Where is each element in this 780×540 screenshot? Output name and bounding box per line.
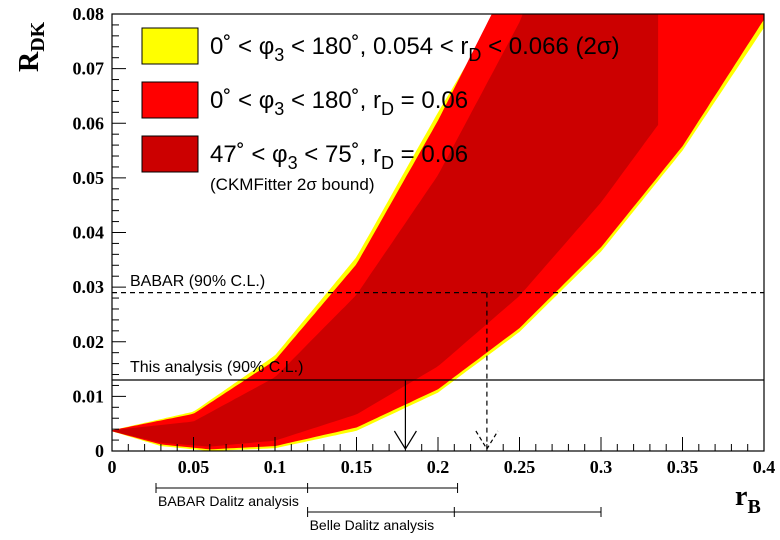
- y-tick-label: 0.06: [73, 113, 105, 133]
- x-tick-label: 0.05: [178, 457, 210, 477]
- x-axis-title-main: r: [735, 481, 747, 512]
- y-axis-title-main: R: [14, 51, 45, 72]
- x-tick-label: 0.35: [667, 457, 699, 477]
- y-tick-label: 0.08: [73, 4, 105, 24]
- axis-ticks: 0 0.05 0.1 0.15 0.2 0.25 0.3 0.35 0.4 0 0.01 0.02 0.…: [73, 4, 776, 477]
- limit-lines: [112, 291, 764, 451]
- x-tick-label: 0.1: [264, 457, 287, 477]
- confidence-bands: [112, 14, 764, 451]
- legend-label-2: 47˚ < φ3 < 75˚, rD = 0.06: [210, 141, 468, 173]
- x-tick-label: 0.15: [341, 457, 373, 477]
- this-analysis-limit-label: This analysis (90% C.L.): [130, 359, 303, 376]
- legend-label-1: 0˚ < φ3 < 180˚, rD = 0.06: [210, 87, 468, 119]
- y-tick-label: 0.04: [73, 223, 105, 243]
- legend-swatch-2: [141, 135, 199, 173]
- legend: 0˚ < φ3 < 180˚, 0.054 < rD < 0.066 (2σ) 0…: [141, 27, 620, 194]
- range-label-0: BABAR Dalitz analysis: [158, 493, 299, 509]
- babar-limit-label: BABAR (90% C.L.): [130, 273, 265, 290]
- x-tick-label: 0.4: [753, 457, 776, 477]
- y-axis-title-sub: DK: [27, 21, 49, 51]
- y-tick-label: 0.02: [73, 332, 105, 352]
- y-tick-label: 0.03: [73, 277, 105, 297]
- y-tick-label: 0: [95, 441, 104, 461]
- legend-note: (CKMFitter 2σ bound): [210, 175, 375, 194]
- band-darkred: [112, 14, 659, 447]
- x-tick-label: 0.2: [427, 457, 450, 477]
- x-tick-label: 0.25: [504, 457, 536, 477]
- x-tick-label: 0.3: [590, 457, 613, 477]
- y-axis-title: RDK: [14, 21, 49, 72]
- legend-label-0: 0˚ < φ3 < 180˚, 0.054 < rD < 0.066 (2σ): [210, 33, 620, 65]
- y-tick-label: 0.07: [73, 59, 105, 79]
- legend-swatch-0: [141, 27, 199, 65]
- x-tick-label: 0: [108, 457, 117, 477]
- x-axis-title: rB: [735, 481, 761, 518]
- y-tick-label: 0.05: [73, 168, 105, 188]
- x-axis-title-sub: B: [747, 496, 760, 518]
- range-label-1: Belle Dalitz analysis: [310, 517, 435, 533]
- legend-swatch-1: [141, 81, 199, 119]
- dalitz-ranges: BABAR Dalitz analysis Belle Dalitz analys…: [155, 483, 602, 533]
- y-tick-label: 0.01: [73, 386, 105, 406]
